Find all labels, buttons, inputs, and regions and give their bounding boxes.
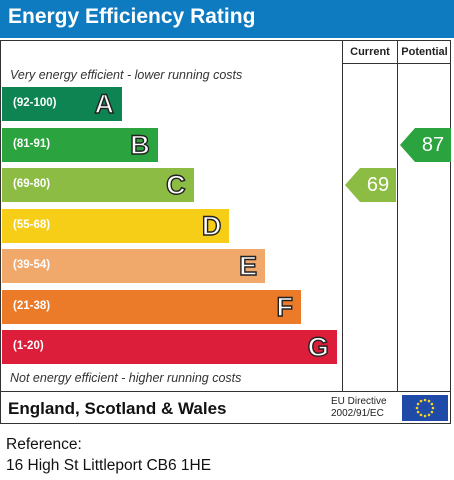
- current-arrow-body: [360, 168, 396, 202]
- band-c-letter: C: [165, 169, 186, 200]
- potential-arrow-tip: [400, 127, 415, 162]
- potential-rating-value: 87: [421, 133, 445, 156]
- current-arrow-tip: [345, 168, 360, 202]
- band-a: (92-100) A: [2, 87, 122, 121]
- band-c-range: (69-80): [13, 178, 51, 190]
- band-a-range: (92-100): [13, 97, 57, 109]
- flag-star: [423, 414, 427, 418]
- reference-label: Reference:: [6, 436, 82, 453]
- bottom-note: Not energy efficient - higher running co…: [10, 371, 242, 385]
- band-f-range: (21-38): [13, 299, 51, 312]
- flag-star: [416, 410, 420, 414]
- flag-star: [427, 413, 431, 417]
- chart-title: Energy Efficiency Rating: [8, 5, 256, 28]
- flag-star: [431, 406, 435, 410]
- band-g: (1-20) G: [2, 330, 337, 364]
- band-f-letter: F: [276, 291, 294, 322]
- footer-divider: [0, 391, 451, 392]
- flag-star: [415, 406, 419, 410]
- band-e-letter: E: [238, 250, 258, 281]
- flag-star: [430, 410, 434, 414]
- flag-star: [423, 398, 427, 402]
- eu-directive: EU Directive 2002/91/EC: [331, 396, 387, 420]
- title-bar: Energy Efficiency Rating: [0, 0, 454, 38]
- band-g-letter: G: [307, 331, 329, 362]
- band-b-letter: B: [130, 129, 151, 160]
- band-d-letter: D: [201, 210, 222, 241]
- flag-star: [430, 402, 434, 406]
- band-f: (21-38) F: [2, 289, 301, 324]
- current-column-divider: [342, 40, 343, 392]
- band-e-range: (39-54): [13, 259, 51, 271]
- region-label: England, Scotland & Wales: [8, 399, 227, 418]
- potential-arrow-body: [415, 127, 451, 162]
- rating-frame: [0, 40, 451, 424]
- eu-flag-icon: [402, 395, 448, 421]
- band-b: (81-91) B: [2, 127, 158, 162]
- eu-directive-line2: 2002/91/EC: [331, 408, 384, 419]
- flag-star: [427, 399, 431, 403]
- top-note: Very energy efficient - lower running co…: [10, 68, 243, 82]
- current-rating-value: 69: [366, 174, 390, 196]
- band-d: (55-68) D: [2, 208, 230, 243]
- band-d-range: (55-68): [13, 218, 51, 231]
- potential-column-divider: [397, 40, 398, 392]
- band-e: (39-54) E: [2, 249, 266, 283]
- band-a-letter: A: [94, 88, 115, 119]
- band-c: (69-80) C: [2, 168, 194, 202]
- flag-star: [416, 402, 420, 406]
- flag-star: [419, 399, 423, 403]
- flag-star: [419, 413, 423, 417]
- eu-directive-line1: EU Directive: [331, 396, 387, 407]
- current-column-header: Current: [350, 46, 390, 58]
- reference-value: 16 High St Littleport CB6 1HE: [6, 457, 212, 474]
- header-divider: [342, 63, 451, 64]
- potential-column-header: Potential: [401, 46, 448, 58]
- band-b-range: (81-91): [13, 137, 51, 150]
- band-g-range: (1-20): [13, 340, 44, 352]
